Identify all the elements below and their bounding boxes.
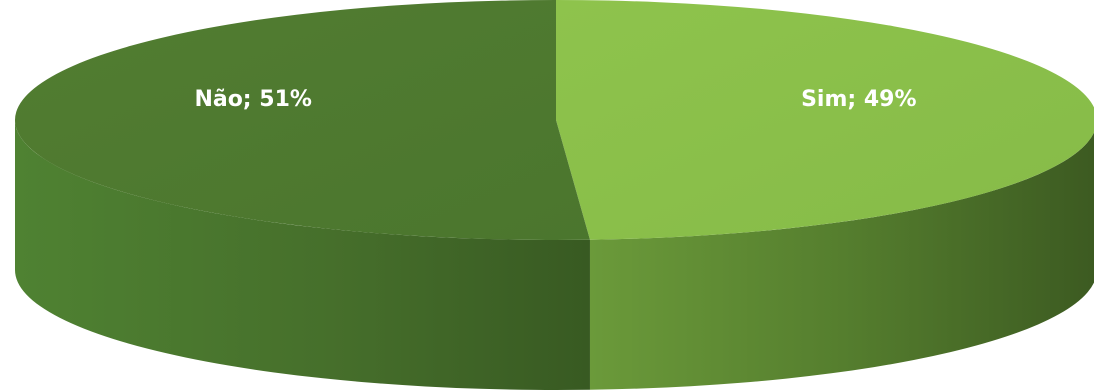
pie-slice-sim xyxy=(556,0,1094,240)
pie-slice-nao xyxy=(15,0,590,240)
data-label-sim: Sim; 49% xyxy=(801,87,916,112)
pie-slice-side-sim xyxy=(589,132,1094,390)
data-label-nao: Não; 51% xyxy=(194,87,312,112)
pie-slice-side-nao xyxy=(15,120,590,391)
